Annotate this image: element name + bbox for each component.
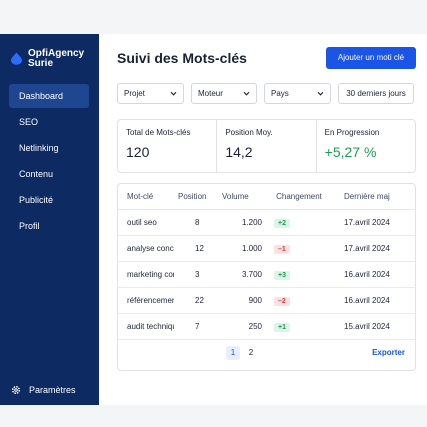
brand-line-1: OpfiAgency [28, 48, 85, 59]
keywords-table: Mot-clé Position Volume Changement Derni… [117, 183, 416, 371]
gear-icon [12, 386, 20, 394]
cell-change: –1 [264, 244, 334, 254]
sidebar-item-netlinking[interactable]: Netlinking [19, 143, 59, 153]
cell-keyword: outil seo [127, 218, 157, 227]
app-window: OpfiAgency Surie Dashboard SEO Netlinkin… [0, 34, 427, 405]
cell-position: 7 [195, 322, 200, 331]
brand-name: OpfiAgency Surie [28, 49, 84, 69]
sidebar: OpfiAgency Surie Dashboard SEO Netlinkin… [0, 34, 99, 405]
stat-value: 120 [126, 144, 150, 160]
add-keyword-button[interactable]: Ajouter un moti clé [326, 47, 416, 69]
stat-average-position: Position Moy. 14,2 [217, 120, 317, 172]
cell-keyword: marketing conte... [127, 270, 174, 279]
cell-date: 16.avril 2024 [344, 270, 390, 279]
table-row[interactable]: analyse concu... 12 1.000 –1 17.avril 20… [118, 236, 415, 262]
projet-select[interactable]: Projet [117, 83, 184, 104]
cell-change: +1 [264, 322, 334, 332]
page-button-1[interactable]: 1 [226, 346, 240, 360]
cell-keyword: analyse concu... [127, 244, 174, 253]
sidebar-item-publicite[interactable]: Publicité [19, 195, 54, 205]
page-button-2[interactable]: 2 [248, 348, 254, 357]
column-header-change[interactable]: Changement [276, 192, 322, 201]
brand-line-2: Surie [28, 58, 54, 69]
export-link[interactable]: Exporter [372, 348, 405, 357]
stat-value: +5,27 % [324, 144, 377, 160]
settings-link[interactable]: Paramètres [11, 385, 76, 395]
chevron-down-icon [317, 91, 324, 96]
cell-volume: 3.700 [241, 270, 262, 279]
stat-label: Total de Mots-clés [126, 128, 191, 137]
cell-date: 16.avril 2024 [344, 296, 390, 305]
cell-keyword: audit technique [127, 322, 174, 331]
cell-volume: 1.200 [241, 218, 262, 227]
column-header-position[interactable]: Position [178, 192, 207, 201]
change-badge: +2 [274, 218, 290, 228]
cell-change: –2 [264, 296, 334, 306]
cell-date: 15.avril 2024 [344, 322, 390, 331]
stat-label: Position Moy. [225, 128, 273, 137]
pays-select-label: Pays [271, 89, 289, 98]
sidebar-nav: Dashboard SEO Netlinking Contenu Publici… [9, 84, 89, 240]
brand[interactable]: OpfiAgency Surie [10, 49, 84, 69]
cell-keyword: référencement n [127, 296, 174, 305]
cell-position: 3 [195, 270, 200, 279]
sidebar-item-contenu[interactable]: Contenu [19, 169, 54, 179]
table-row[interactable]: outil seo 8 1.200 +2 17.avril 2024 [118, 210, 415, 236]
cell-volume: 250 [248, 322, 262, 331]
change-badge: –2 [274, 296, 290, 306]
cell-date: 17.avril 2024 [344, 244, 390, 253]
pagination: 1 2 Exporter [118, 336, 415, 370]
cell-change: +3 [264, 270, 334, 280]
brand-drop-icon [11, 52, 22, 65]
cell-date: 17.avril 2024 [344, 218, 390, 227]
sidebar-item-profil[interactable]: Profil [19, 221, 40, 231]
change-badge: +3 [274, 270, 290, 280]
stat-total-keywords: Total de Mots-clés 120 [118, 120, 218, 172]
projet-select-label: Projet [124, 89, 145, 98]
column-header-keyword[interactable]: Mot-clé [127, 192, 154, 201]
cell-volume: 1.000 [241, 244, 262, 253]
cell-position: 12 [195, 244, 204, 253]
table-row[interactable]: référencement n 22 900 –2 16.avril 2024 [118, 288, 415, 314]
moteur-select[interactable]: Moteur [191, 83, 257, 104]
chevron-down-icon [170, 91, 177, 96]
main-content: Suivi des Mots-clés Ajouter un moti clé … [99, 34, 427, 405]
sidebar-item-seo[interactable]: SEO [19, 117, 39, 127]
change-badge: +1 [274, 322, 290, 332]
change-badge: –1 [274, 244, 290, 254]
moteur-select-label: Moteur [198, 89, 223, 98]
sidebar-item-dashboard[interactable]: Dashboard [9, 84, 89, 108]
period-select[interactable]: 30 derniers jours [338, 83, 414, 104]
filter-bar: Projet Moteur Pays 30 derniers jours [117, 83, 414, 104]
table-row[interactable]: marketing conte... 3 3.700 +3 16.avril 2… [118, 262, 415, 288]
cell-position: 8 [195, 218, 200, 227]
settings-label: Paramètres [29, 385, 76, 395]
pays-select[interactable]: Pays [264, 83, 331, 104]
stats-panel: Total de Mots-clés 120 Position Moy. 14,… [117, 119, 416, 173]
chevron-down-icon [243, 91, 250, 96]
stat-progression: En Progression +5,27 % [317, 120, 415, 172]
table-row[interactable]: audit technique 7 250 +1 15.avril 2024 [118, 314, 415, 340]
table-header: Mot-clé Position Volume Changement Derni… [118, 184, 415, 210]
column-header-volume[interactable]: Volume [222, 192, 249, 201]
period-select-label: 30 derniers jours [346, 89, 406, 98]
cell-position: 22 [195, 296, 204, 305]
cell-volume: 900 [248, 296, 262, 305]
stat-value: 14,2 [225, 144, 253, 160]
page-title: Suivi des Mots-clés [117, 50, 247, 66]
column-header-last-update[interactable]: Dernière maj [344, 192, 390, 201]
cell-change: +2 [264, 218, 334, 228]
stat-label: En Progression [324, 128, 380, 137]
